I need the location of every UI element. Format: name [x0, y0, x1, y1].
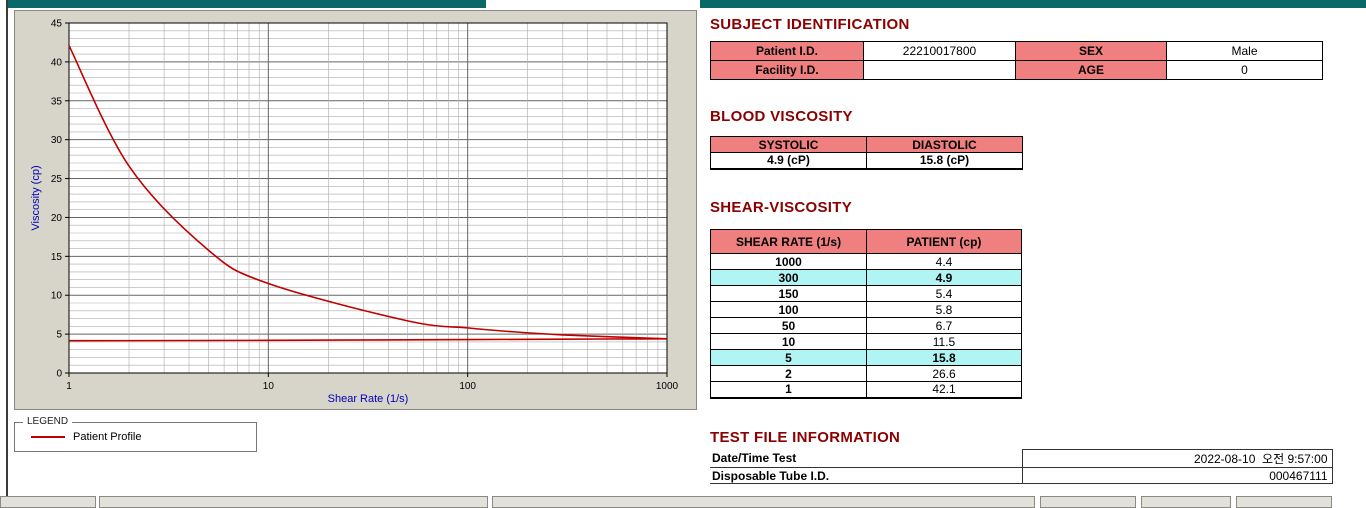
svg-text:25: 25 [51, 174, 63, 185]
sex-label: SEX [1015, 41, 1167, 61]
svg-text:10: 10 [51, 291, 63, 302]
svg-text:5: 5 [56, 330, 62, 341]
systolic-header: SYSTOLIC [710, 136, 867, 153]
shear-rate-cell: 5 [710, 349, 867, 366]
shear-row: 1 42.1 [710, 381, 1022, 398]
svg-text:45: 45 [51, 19, 63, 30]
svg-text:100: 100 [459, 381, 476, 392]
shear-row: 150 5.4 [710, 285, 1022, 302]
shear-patient-cell: 5.4 [866, 285, 1022, 302]
test-file-table: Date/Time Test 2022-08-10 오전 9:57:00 Dis… [710, 449, 1333, 484]
systolic-value: 4.9 (cP) [710, 152, 867, 169]
age-value: 0 [1166, 60, 1323, 80]
subject-identification-table: Patient I.D. 22210017800 SEX Male Facili… [710, 41, 1323, 80]
shear-patient-cell: 26.6 [866, 365, 1022, 382]
shear-rate-cell: 1000 [710, 253, 867, 270]
facility-id-value [863, 60, 1016, 80]
shear-patient-cell: 4.9 [866, 269, 1022, 286]
svg-text:1000: 1000 [656, 381, 679, 392]
blood-viscosity-table: SYSTOLIC DIASTOLIC 4.9 (cP) 15.8 (cP) [710, 136, 1023, 170]
shear-rate-cell: 1 [710, 381, 867, 398]
table-row: Facility I.D. AGE 0 [710, 60, 1323, 80]
legend-entry-label: Patient Profile [73, 431, 142, 443]
diastolic-value: 15.8 (cP) [866, 152, 1023, 169]
svg-text:40: 40 [51, 57, 63, 68]
legend-line-sample [31, 436, 65, 438]
svg-text:Shear Rate (1/s): Shear Rate (1/s) [328, 393, 409, 405]
diastolic-header: DIASTOLIC [866, 136, 1023, 153]
table-row: 4.9 (cP) 15.8 (cP) [710, 152, 1023, 169]
bottom-panel-button[interactable] [1040, 496, 1136, 508]
shear-table-body: 1000 4.4 300 4.9 150 5.4 100 5.8 50 6.7 10 11.5 5 15.… [710, 253, 1022, 398]
legend-box: LEGEND Patient Profile [14, 416, 257, 452]
shear-rate-cell: 100 [710, 301, 867, 318]
patient-id-value: 22210017800 [863, 41, 1016, 61]
table-header-row: SYSTOLIC DIASTOLIC [710, 136, 1023, 153]
viscosity-chart-panel: 0 5 10 15 20 25 30 35 40 45 1 10 100 1000 Shear Rate (… [14, 10, 697, 410]
date-time-test-label: Date/Time Test [710, 449, 1022, 468]
shear-row: 5 15.8 [710, 349, 1022, 366]
table-header-row: SHEAR RATE (1/s) PATIENT (cp) [710, 229, 1022, 254]
shear-patient-cell: 42.1 [866, 381, 1022, 398]
bottom-panel-button[interactable] [0, 496, 96, 508]
shear-patient-cell: 5.8 [866, 301, 1022, 318]
shear-rate-cell: 300 [710, 269, 867, 286]
svg-text:10: 10 [263, 381, 275, 392]
svg-text:Viscosity (cp): Viscosity (cp) [30, 165, 42, 230]
subject-identification-title: SUBJECT IDENTIFICATION [710, 16, 910, 33]
shear-row: 100 5.8 [710, 301, 1022, 318]
shear-patient-cell: 6.7 [866, 317, 1022, 334]
blood-viscosity-title: BLOOD VISCOSITY [710, 108, 853, 125]
shear-row: 2 26.6 [710, 365, 1022, 382]
shear-rate-cell: 150 [710, 285, 867, 302]
svg-text:35: 35 [51, 96, 63, 107]
window-left-border [6, 0, 8, 508]
date-time-test-value: 2022-08-10 오전 9:57:00 [1021, 449, 1333, 468]
shear-viscosity-table: SHEAR RATE (1/s) PATIENT (cp) 1000 4.4 300… [710, 229, 1022, 399]
svg-text:1: 1 [66, 381, 72, 392]
svg-text:20: 20 [51, 213, 63, 224]
disposable-tube-id-label: Disposable Tube I.D. [710, 467, 1022, 484]
sex-value: Male [1166, 41, 1323, 61]
patient-id-label: Patient I.D. [710, 41, 864, 61]
test-file-information-title: TEST FILE INFORMATION [710, 429, 901, 446]
shear-row: 300 4.9 [710, 269, 1022, 286]
svg-text:15: 15 [51, 252, 63, 263]
bottom-panel-button[interactable] [492, 496, 1035, 508]
table-row: Date/Time Test 2022-08-10 오전 9:57:00 [710, 449, 1333, 468]
table-row: Disposable Tube I.D. 000467111 [710, 467, 1333, 484]
legend-title: LEGEND [23, 416, 73, 427]
table-row: Patient I.D. 22210017800 SEX Male [710, 41, 1323, 61]
shear-row: 1000 4.4 [710, 253, 1022, 270]
patient-cp-header: PATIENT (cp) [866, 229, 1022, 254]
bottom-panel-button[interactable] [99, 496, 488, 508]
shear-rate-cell: 50 [710, 317, 867, 334]
shear-rate-cell: 10 [710, 333, 867, 350]
top-bar-left-segment [8, 0, 486, 8]
facility-id-label: Facility I.D. [710, 60, 864, 80]
shear-viscosity-title: SHEAR-VISCOSITY [710, 199, 853, 216]
shear-patient-cell: 11.5 [866, 333, 1022, 350]
viscosity-chart-svg: 0 5 10 15 20 25 30 35 40 45 1 10 100 1000 Shear Rate (… [30, 19, 679, 406]
shear-row: 10 11.5 [710, 333, 1022, 350]
top-bar-right-segment [700, 0, 1366, 8]
bottom-panel-button[interactable] [1236, 496, 1332, 508]
shear-patient-cell: 4.4 [866, 253, 1022, 270]
disposable-tube-id-value: 000467111 [1021, 467, 1333, 484]
svg-text:0: 0 [56, 369, 62, 380]
shear-rate-header: SHEAR RATE (1/s) [710, 229, 867, 254]
shear-rate-cell: 2 [710, 365, 867, 382]
shear-patient-cell: 15.8 [866, 349, 1022, 366]
bottom-panel-button[interactable] [1141, 496, 1231, 508]
age-label: AGE [1015, 60, 1167, 80]
shear-row: 50 6.7 [710, 317, 1022, 334]
svg-text:30: 30 [51, 135, 63, 146]
